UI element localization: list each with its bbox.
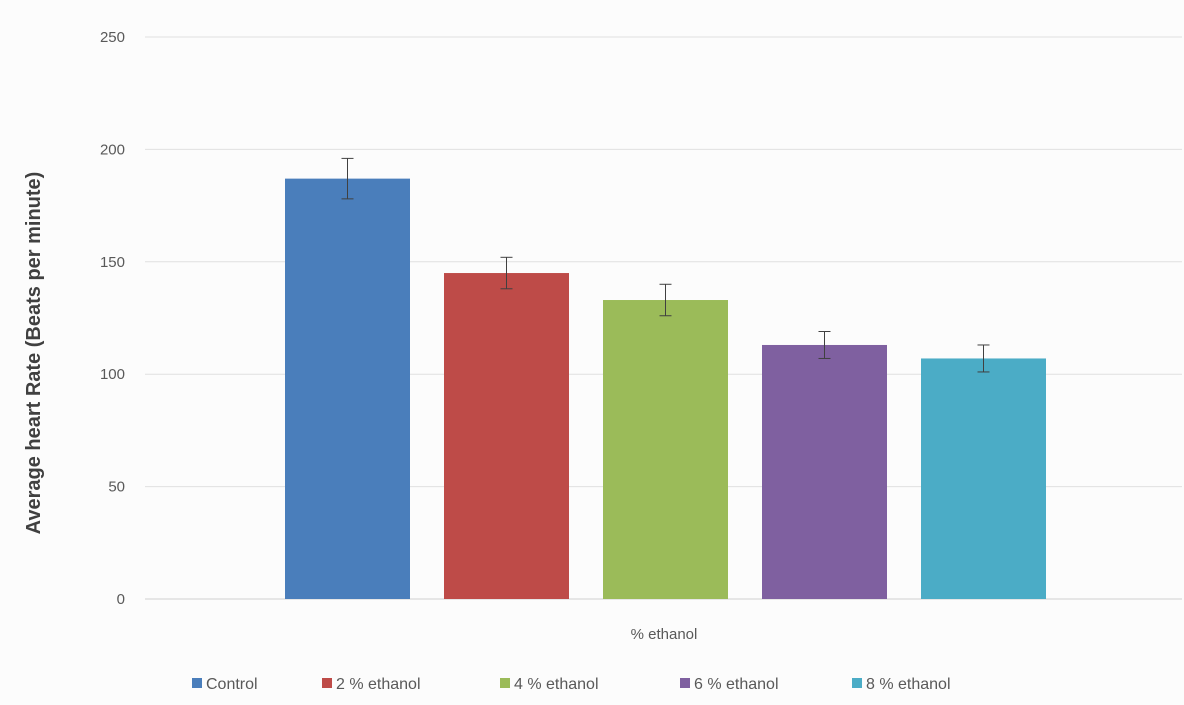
legend-item-2: 4 % ethanol: [500, 676, 599, 693]
bar-2: [603, 300, 728, 599]
legend-item-3: 6 % ethanol: [680, 676, 779, 693]
legend-item-4: 8 % ethanol: [852, 676, 951, 693]
error-bar-4: [977, 344, 990, 373]
x-axis-title: % ethanol: [631, 626, 698, 643]
y-tick-label: 100: [100, 366, 125, 383]
legend-label: 2 % ethanol: [336, 676, 421, 693]
legend-swatch: [192, 678, 202, 688]
legend-item-0: Control: [192, 676, 258, 693]
legend-swatch: [322, 678, 332, 688]
legend-label: Control: [206, 676, 258, 693]
bar-3: [762, 344, 887, 599]
error-bar-0: [341, 157, 354, 200]
legend: Control 2 % ethanol 4 % ethanol 6 % ethanol…: [192, 676, 951, 693]
y-tick-label: 250: [100, 29, 125, 46]
bars: [285, 178, 1046, 599]
legend-label: 8 % ethanol: [866, 676, 951, 693]
y-axis-title: Average heart Rate (Beats per minute): [23, 172, 45, 535]
y-tick-label: 200: [100, 141, 125, 158]
error-bar-1: [500, 256, 513, 290]
legend-item-1: 2 % ethanol: [322, 676, 421, 693]
legend-swatch: [500, 678, 510, 688]
legend-swatch: [852, 678, 862, 688]
legend-swatch: [680, 678, 690, 688]
bar-4: [921, 358, 1046, 599]
bar-1: [444, 273, 569, 599]
y-tick-label: 150: [100, 254, 125, 271]
legend-label: 4 % ethanol: [514, 676, 599, 693]
y-tick-label: 50: [108, 479, 125, 496]
error-bar-3: [818, 330, 831, 359]
y-tick-label: 0: [117, 591, 125, 608]
legend-label: 6 % ethanol: [694, 676, 779, 693]
bar-0: [285, 178, 410, 599]
y-axis-ticks: 0 50 100 150 200 250: [100, 29, 125, 608]
error-bars: [341, 157, 990, 373]
error-bar-2: [659, 283, 672, 317]
